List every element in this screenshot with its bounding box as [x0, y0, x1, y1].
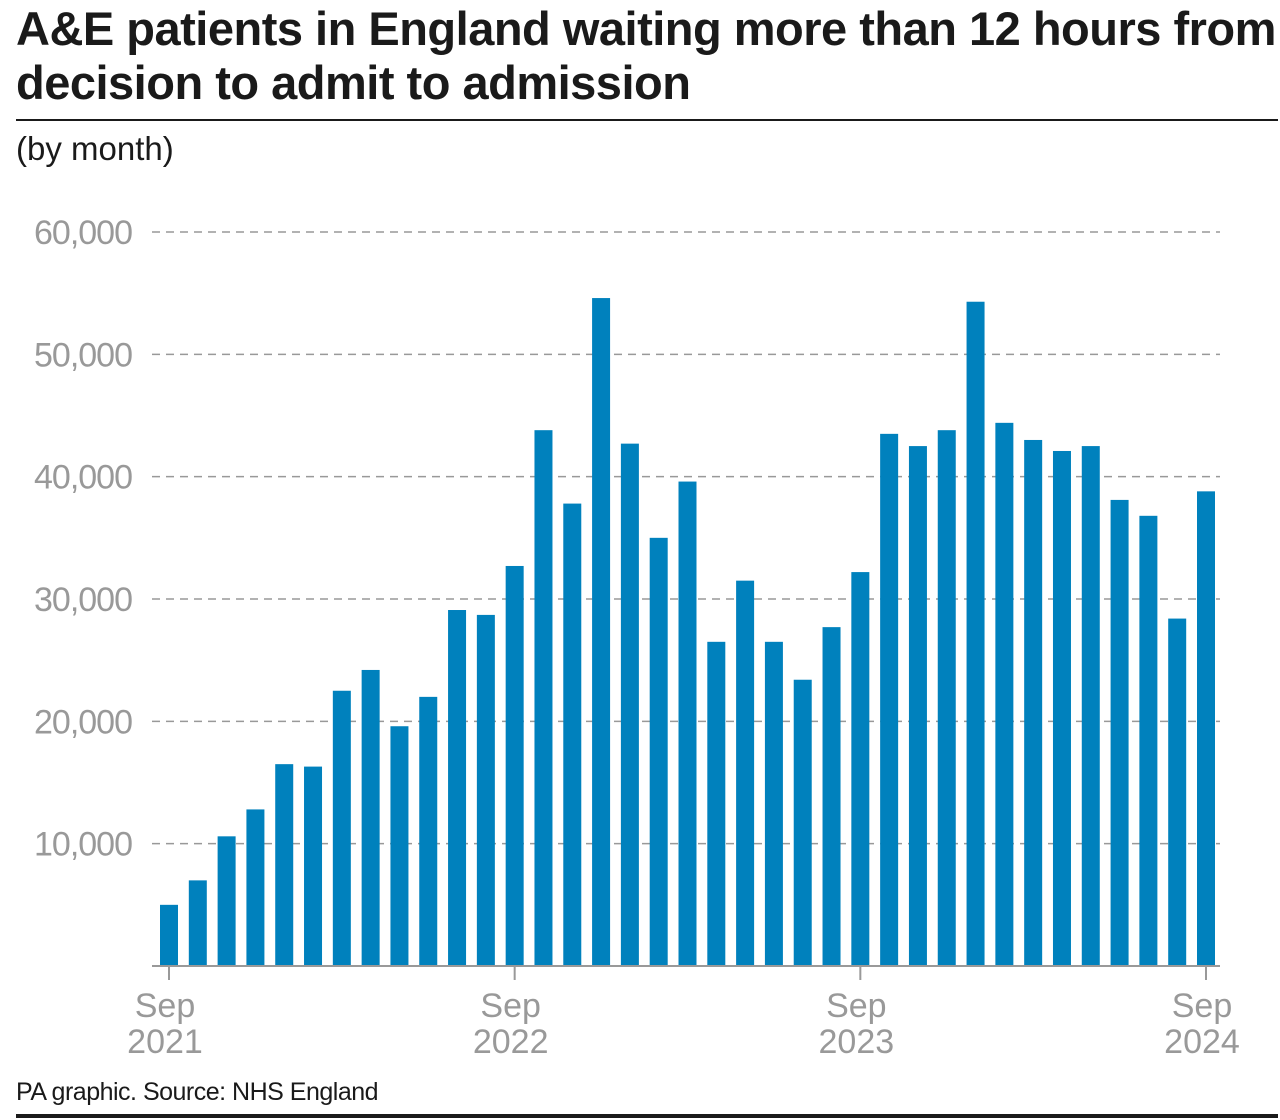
bar [966, 301, 985, 967]
bar [707, 641, 726, 966]
bar [937, 430, 956, 966]
bar [1139, 515, 1158, 966]
y-tick-label: 30,000 [34, 581, 132, 619]
bar [908, 446, 927, 966]
bar [361, 669, 380, 966]
bar [764, 641, 783, 966]
bar [1197, 491, 1215, 966]
x-tick-label-month: Sep [135, 987, 196, 1025]
y-tick-label: 40,000 [34, 459, 132, 497]
bar [304, 766, 323, 966]
bottom-rule [16, 1114, 1278, 1118]
bar [822, 627, 841, 966]
bar [332, 690, 351, 966]
bar [563, 503, 582, 966]
bar [160, 904, 178, 966]
bar [793, 679, 812, 966]
bar [275, 764, 294, 966]
bar [419, 696, 438, 966]
x-tick-label-month: Sep [1172, 987, 1233, 1025]
bar [880, 433, 899, 967]
bar [217, 836, 236, 966]
x-tick-label-year: 2024 [1164, 1023, 1240, 1061]
bar [188, 880, 207, 966]
x-tick-label-year: 2021 [127, 1023, 203, 1061]
chart-subtitle: (by month) [16, 130, 174, 167]
bar [246, 809, 265, 966]
y-tick-label: 10,000 [34, 826, 132, 864]
y-tick-label: 50,000 [34, 336, 132, 374]
bar [1052, 450, 1071, 966]
x-tick-label-year: 2022 [473, 1023, 549, 1061]
source-note: PA graphic. Source: NHS England [16, 1078, 379, 1106]
bar [995, 422, 1014, 967]
x-tick-label-month: Sep [480, 987, 541, 1025]
x-tick-label-year: 2023 [819, 1023, 895, 1061]
bar [390, 726, 409, 966]
bar [505, 565, 524, 966]
bar [1081, 446, 1100, 966]
bar [1110, 499, 1129, 966]
bar [448, 610, 467, 966]
y-tick-label: 60,000 [34, 214, 132, 252]
bar [592, 298, 611, 966]
bar [534, 430, 553, 966]
bar [736, 580, 755, 966]
title-rule [16, 119, 1278, 121]
x-tick-label-month: Sep [826, 987, 887, 1025]
bar [476, 614, 495, 966]
bar [1168, 618, 1187, 966]
bar [649, 537, 668, 966]
bar [678, 481, 697, 966]
chart-title: A&E patients in England waiting more tha… [16, 2, 1276, 109]
y-tick-label: 20,000 [34, 703, 132, 741]
bar [851, 572, 870, 966]
bar [620, 443, 639, 966]
bar [1024, 439, 1043, 966]
